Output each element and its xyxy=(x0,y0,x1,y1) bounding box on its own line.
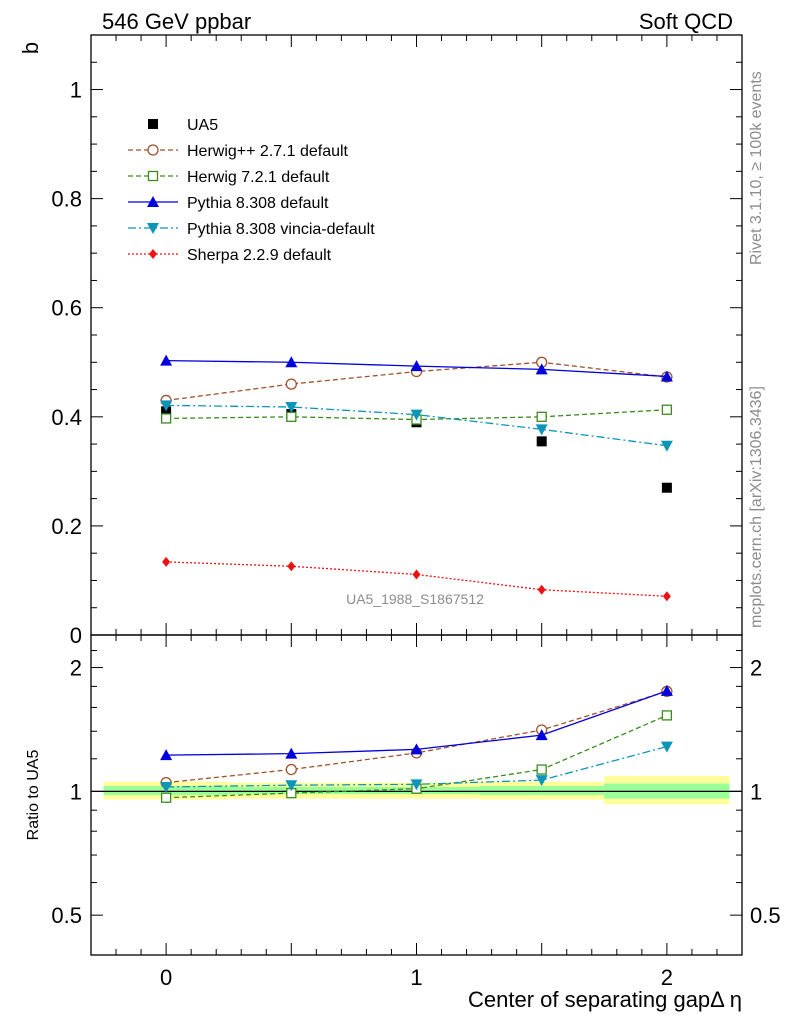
series-3-point xyxy=(410,360,423,372)
ratio-series-group xyxy=(160,684,673,803)
series-0-point xyxy=(536,436,547,447)
main-y-axis-label: b xyxy=(18,42,43,54)
ratio-series-0-point xyxy=(285,763,297,776)
ratio-series-2-point xyxy=(660,684,673,696)
ratio-series-2-point xyxy=(410,743,423,755)
legend-label: Sherpa 2.2.9 default xyxy=(187,247,332,264)
legend-marker xyxy=(149,249,157,259)
ratio-series-3-point xyxy=(535,775,548,787)
header-left-title: 546 GeV ppbar xyxy=(102,9,251,34)
legend-label: Pythia 8.308 default xyxy=(187,195,329,212)
ratio-y-tick-label-right: 1 xyxy=(750,779,762,804)
stat-band-3 xyxy=(479,786,605,795)
series-3-point xyxy=(285,356,298,368)
axis-ticks: 0 1 2 0 0.2 0.4 0.6 0.8 1 0.5 0.5 1 1 2 2 xyxy=(51,35,781,990)
main-y-tick-label: 0 xyxy=(70,623,82,648)
legend-marker xyxy=(148,119,158,129)
legend-marker xyxy=(147,223,159,234)
watermark-label: UA5_1988_S1867512 xyxy=(346,591,484,607)
series-5-point xyxy=(162,556,171,567)
series-3-point xyxy=(535,363,548,375)
legend-label: Pythia 8.308 vincia-default xyxy=(187,221,375,238)
legend-label: Herwig++ 2.7.1 default xyxy=(187,143,349,160)
series-3-point xyxy=(660,370,673,382)
ratio-series-3-point xyxy=(410,779,423,791)
ratio-series-2-point xyxy=(535,729,548,741)
legend-marker xyxy=(147,196,159,207)
series-4-point xyxy=(410,409,423,421)
series-1-point xyxy=(285,378,297,390)
header-right-title: Soft QCD xyxy=(639,9,733,34)
ratio-y-tick-label: 1 xyxy=(70,779,82,804)
x-tick-label: 1 xyxy=(410,965,422,990)
side-source-label: mcplots.cern.ch [arXiv:1306.3436] xyxy=(748,386,765,628)
ratio-y-axis-label: Ratio to UA5 xyxy=(25,750,42,841)
series-2-point xyxy=(661,404,673,415)
series-4-point xyxy=(535,424,548,436)
legend-marker xyxy=(147,144,159,156)
series-5-point xyxy=(662,591,671,602)
ratio-y-tick-label: 2 xyxy=(70,656,82,681)
ratio-y-tick-label: 0.5 xyxy=(51,903,82,928)
ratio-y-tick-label-right: 0.5 xyxy=(750,903,781,928)
main-y-tick-label: 0.2 xyxy=(51,514,82,539)
series-2-point xyxy=(536,411,547,422)
main-series-group xyxy=(160,354,673,602)
ratio-series-2-point xyxy=(285,747,298,759)
series-5-point xyxy=(412,569,421,580)
legend-label: UA5 xyxy=(187,117,218,134)
series-4-line xyxy=(166,404,667,447)
ratio-series-3-line xyxy=(166,745,668,788)
series-4-point xyxy=(160,400,173,412)
ratio-series-3-point xyxy=(660,741,673,753)
ratio-series-1-point xyxy=(661,710,673,721)
ratio-series-1-point xyxy=(536,764,547,775)
series-2-point xyxy=(160,413,172,424)
series-5-point xyxy=(287,561,296,572)
ratio-series-0-line xyxy=(166,690,668,784)
legend-marker xyxy=(147,170,159,182)
x-tick-label: 2 xyxy=(661,965,673,990)
main-y-tick-label: 0.8 xyxy=(51,187,82,212)
ratio-y-tick-label-right: 2 xyxy=(750,656,762,681)
legend-label: Herwig 7.2.1 default xyxy=(187,169,330,186)
x-axis-label: Center of separating gapΔ η xyxy=(468,987,742,1012)
ratio-series-3-point xyxy=(285,780,298,792)
main-y-tick-label: 0.4 xyxy=(51,405,82,430)
ratio-series-2-point xyxy=(160,749,173,761)
legend: UA5 Herwig++ 2.7.1 default Herwig 7.2.1 de… xyxy=(128,117,375,264)
series-4-point xyxy=(660,440,673,452)
side-rivet-label: Rivet 3.1.10, ≥ 100k events xyxy=(748,71,765,265)
ratio-series-3-point xyxy=(160,781,173,793)
x-tick-label: 0 xyxy=(160,965,172,990)
series-4-point xyxy=(285,402,298,413)
series-5-point xyxy=(537,584,546,595)
series-0-point xyxy=(661,482,672,493)
main-y-tick-label: 0.6 xyxy=(51,296,82,321)
ratio-series-1-point xyxy=(160,792,172,803)
main-y-tick-label: 1 xyxy=(70,78,82,103)
series-3-point xyxy=(160,354,173,366)
series-2-point xyxy=(286,411,297,422)
